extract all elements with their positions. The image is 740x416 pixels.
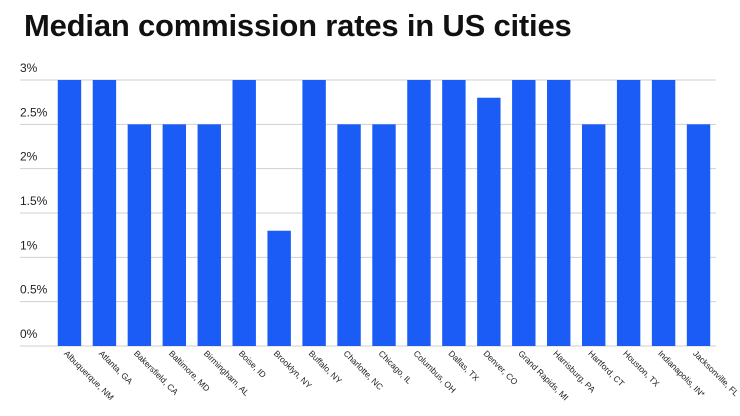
bar: [197, 124, 221, 346]
x-tick-label: Denver, CO: [481, 348, 520, 387]
bar: [407, 80, 431, 346]
bar: [686, 124, 711, 346]
gridlines: [20, 79, 716, 347]
y-tick-label: 1.5%: [20, 194, 48, 208]
bar: [337, 124, 361, 346]
bar: [372, 124, 396, 346]
x-tick-label: Chicago, IL: [377, 348, 415, 386]
bar: [302, 80, 326, 346]
bar: [477, 97, 501, 346]
bar: [162, 124, 187, 346]
bar: [616, 80, 641, 346]
bar: [581, 124, 606, 346]
x-tick-label: Dallas, TX: [446, 348, 481, 383]
chart-title: Median commission rates in US cities: [24, 8, 572, 43]
bar: [651, 80, 676, 346]
y-axis-ticks: 0% 0.5% 1% 1.5% 2% 2.5% 3%: [20, 61, 48, 341]
x-tick-label: Buffalo, NY: [307, 348, 345, 386]
bar: [512, 80, 536, 346]
bar: [127, 124, 152, 346]
y-tick-label: 1%: [20, 238, 38, 252]
bars: [57, 80, 711, 346]
y-tick-label: 2%: [20, 150, 38, 164]
x-tick-label: Houston, TX: [621, 348, 662, 389]
y-tick-label: 0.5%: [20, 283, 48, 297]
bar: [232, 80, 256, 346]
y-tick-label: 2.5%: [20, 105, 48, 119]
bar: [442, 80, 466, 346]
bar: [57, 80, 82, 346]
y-tick-label: 0%: [20, 327, 38, 341]
x-tick-label: Boise, ID: [237, 348, 268, 379]
y-tick-label: 3%: [20, 61, 38, 75]
bar: [92, 80, 117, 346]
bar: [267, 230, 291, 346]
bar: [547, 80, 571, 346]
